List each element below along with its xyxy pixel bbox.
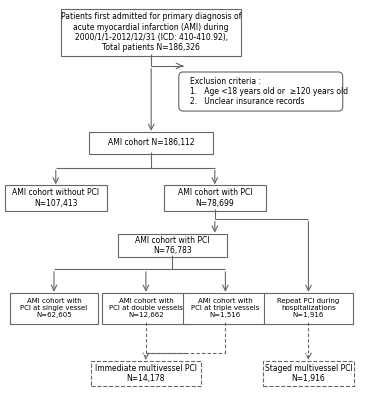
Text: Exclusion criteria :
1.   Age <18 years old or  ≥120 years old
2.   Unclear insu: Exclusion criteria : 1. Age <18 years ol… <box>190 77 348 106</box>
FancyBboxPatch shape <box>263 361 354 386</box>
FancyBboxPatch shape <box>264 293 352 324</box>
Text: AMI cohort with
PCI at triple vessels
N=1,516: AMI cohort with PCI at triple vessels N=… <box>191 298 260 318</box>
FancyBboxPatch shape <box>117 234 227 257</box>
FancyBboxPatch shape <box>183 293 268 324</box>
FancyBboxPatch shape <box>10 293 98 324</box>
FancyBboxPatch shape <box>164 185 266 211</box>
Text: Repeat PCI during
hospitalizations
N=1,916: Repeat PCI during hospitalizations N=1,9… <box>277 298 340 318</box>
Text: Immediate multivessel PCI
N=14,178: Immediate multivessel PCI N=14,178 <box>95 364 197 383</box>
Text: AMI cohort with
PCI at double vessels
N=12,662: AMI cohort with PCI at double vessels N=… <box>109 298 183 318</box>
FancyBboxPatch shape <box>89 132 213 154</box>
FancyBboxPatch shape <box>61 9 241 56</box>
FancyBboxPatch shape <box>5 185 107 211</box>
FancyBboxPatch shape <box>91 361 200 386</box>
FancyBboxPatch shape <box>179 72 343 111</box>
Text: Staged multivessel PCI
N=1,916: Staged multivessel PCI N=1,916 <box>265 364 352 383</box>
Text: AMI cohort with PCI
N=76,783: AMI cohort with PCI N=76,783 <box>135 236 210 255</box>
Text: AMI cohort without PCI
N=107,413: AMI cohort without PCI N=107,413 <box>12 188 99 208</box>
Text: AMI cohort with
PCI at single vessel
N=62,605: AMI cohort with PCI at single vessel N=6… <box>20 298 88 318</box>
FancyBboxPatch shape <box>102 293 190 324</box>
Text: Patients first admitted for primary diagnosis of
acute myocardial infarction (AM: Patients first admitted for primary diag… <box>61 12 241 52</box>
Text: AMI cohort N=186,112: AMI cohort N=186,112 <box>108 138 194 147</box>
Text: AMI cohort with PCI
N=78,699: AMI cohort with PCI N=78,699 <box>177 188 252 208</box>
